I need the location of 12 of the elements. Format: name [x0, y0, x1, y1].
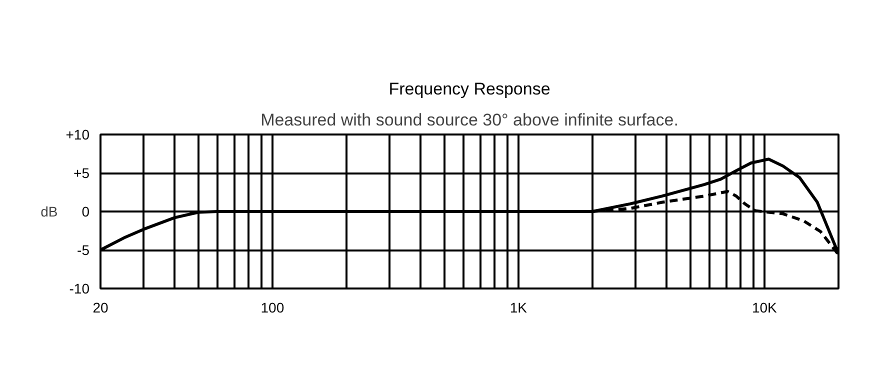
y-tick-label: -10	[69, 280, 90, 296]
x-tick-label: 100	[260, 300, 284, 316]
y-tick-label: +10	[66, 126, 90, 142]
x-tick-label: 1K	[510, 300, 528, 316]
y-axis-title: dB	[40, 204, 58, 220]
x-tick-label: 20	[92, 300, 108, 316]
y-tick-label: +5	[74, 165, 90, 181]
y-tick-label: 0	[82, 204, 90, 220]
chart-subtitle: Measured with sound source 30° above infinite surface.	[260, 110, 678, 130]
x-tick-label: 10K	[752, 300, 778, 316]
chart-title: Frequency Response	[388, 80, 550, 98]
y-tick-label: -5	[77, 242, 90, 258]
